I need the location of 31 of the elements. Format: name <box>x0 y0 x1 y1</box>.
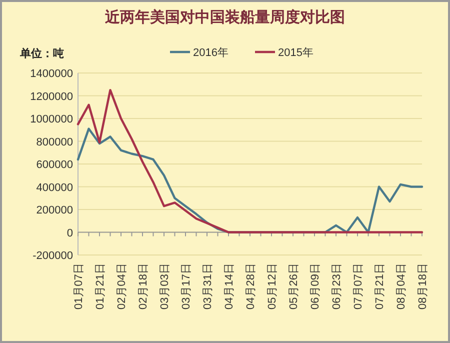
y-tick-label: 400000 <box>36 182 73 194</box>
chart-title: 近两年美国对中国装船量周度对比图 <box>104 8 345 26</box>
y-tick-label: 1400000 <box>30 68 73 80</box>
y-tick-label: 600000 <box>36 159 73 171</box>
x-tick-label: 06月09日 <box>310 263 322 310</box>
x-tick-label: 02月04日 <box>116 263 128 310</box>
x-tick-label: 01月07日 <box>73 263 85 310</box>
y-tick-label: 0 <box>66 227 73 240</box>
x-tick-label: 03月31日 <box>202 263 214 310</box>
x-tick-label: 05月12日 <box>266 263 278 310</box>
x-tick-label: 08月04日 <box>396 263 408 310</box>
y-tick-label: 800000 <box>36 136 73 148</box>
y-tick-label: 1200000 <box>30 90 73 103</box>
line-series <box>76 88 424 234</box>
legend-label: 2015年 <box>278 47 314 59</box>
x-tick-label: 04月28日 <box>245 263 257 310</box>
x-tick-label: 05月26日 <box>288 263 300 310</box>
y-axis-title: 单位：吨 <box>19 47 64 60</box>
x-tick-label: 01月21日 <box>94 263 106 310</box>
x-tick-label: 07月21日 <box>374 263 386 310</box>
y-tick-label: -200000 <box>32 250 73 262</box>
x-tick-label: 08月18日 <box>417 263 429 310</box>
x-tick-label: 06月23日 <box>331 263 343 310</box>
legend-label: 2016年 <box>193 47 228 59</box>
x-tick-label: 07月07日 <box>352 263 364 310</box>
x-tick-label: 04月14日 <box>224 263 236 310</box>
x-tick-label: 03月03日 <box>159 263 171 310</box>
y-tick-label: 200000 <box>36 204 73 216</box>
y-tick-label: 1000000 <box>30 114 73 126</box>
x-tick-label: 02月18日 <box>138 263 150 310</box>
x-tick-label: 03月17日 <box>180 263 192 310</box>
